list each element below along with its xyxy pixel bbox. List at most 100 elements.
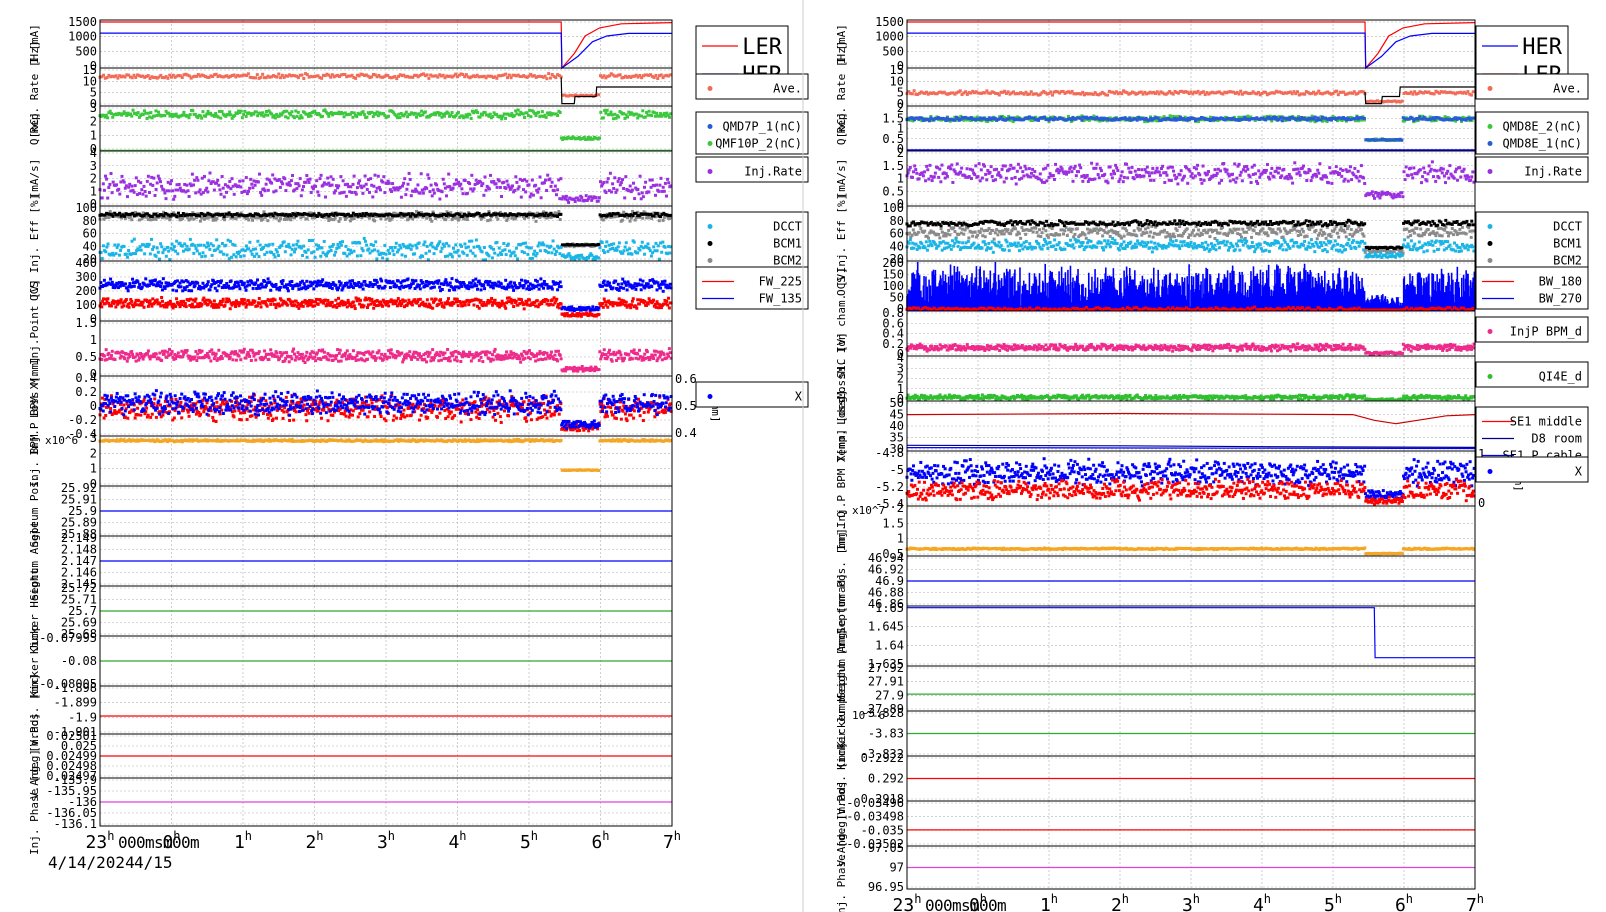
data-point [603,348,606,351]
data-point [536,299,539,302]
data-point [492,248,495,251]
data-point [275,417,278,420]
data-point [476,288,479,291]
series-inj-rate [99,171,673,203]
data-point [118,212,121,215]
data-point [633,241,636,244]
data-point [243,348,246,351]
data-point [269,348,272,351]
data-point [466,254,469,257]
data-point [654,194,657,197]
data-point [423,240,426,243]
data-point [478,307,481,310]
data-point [416,358,419,361]
data-point [391,249,394,252]
data-point [421,301,424,304]
data-point [143,398,146,401]
data-point [327,115,330,118]
data-point [287,243,290,246]
data-point [312,250,315,253]
y-tick-label: 200 [75,284,97,298]
data-point [284,250,287,253]
data-point [194,284,197,287]
data-point [228,110,231,113]
data-point [267,277,270,280]
data-point [668,306,671,309]
data-point [221,357,224,360]
data-point [228,287,231,290]
data-point [463,242,466,245]
data-point [508,74,511,77]
data-point [338,352,341,355]
data-point [346,282,349,285]
data-point [612,187,615,190]
data-point [568,309,571,312]
data-point [631,300,634,303]
legend-label: FW_135 [759,292,802,306]
data-point [273,303,276,306]
data-point [187,189,190,192]
data-point [529,357,532,360]
data-point [134,417,137,420]
data-point [418,352,421,355]
data-point [607,177,610,180]
data-point [404,255,407,258]
data-point [147,349,150,352]
data-point [496,186,499,189]
data-point [134,356,137,359]
data-point [171,350,174,353]
data-point [192,183,195,186]
data-point [220,193,223,196]
data-point [149,252,152,255]
data-point [301,116,304,119]
data-point [593,369,596,372]
data-point [214,112,217,115]
data-point [305,280,308,283]
data-point [247,299,250,302]
data-point [422,243,425,246]
data-point [202,297,205,300]
data-point [274,298,277,301]
data-point [420,172,423,175]
data-point [258,350,261,353]
data-point [106,116,109,119]
data-point [291,248,294,251]
data-point [337,220,340,223]
data-point [464,304,467,307]
data-point [390,348,393,351]
data-point [345,195,348,198]
data-point [171,189,174,192]
data-point [355,359,358,362]
data-point [297,288,300,291]
data-point [408,350,411,353]
data-point [266,353,269,356]
data-point [488,351,491,354]
data-point [395,242,398,245]
data-point [331,301,334,304]
data-point [453,288,456,291]
data-point [258,297,261,300]
data-point [161,350,164,353]
data-point [462,252,465,255]
data-point [476,111,479,114]
data-point [259,244,262,247]
legend: Ave. [696,74,808,99]
data-point [632,182,635,185]
data-point [104,175,107,178]
data-point [666,304,669,307]
data-point [418,284,421,287]
data-point [500,117,503,120]
data-point [431,307,434,310]
data-point [618,297,621,300]
data-point [602,116,605,119]
data-point [161,300,164,303]
y-tick-label: 0.5 [75,350,97,364]
data-point [641,280,644,283]
data-point [319,358,322,361]
data-point [321,115,324,118]
data-point [659,287,662,290]
legend-dot [708,124,713,129]
data-point [602,306,605,309]
data-point [669,214,672,217]
